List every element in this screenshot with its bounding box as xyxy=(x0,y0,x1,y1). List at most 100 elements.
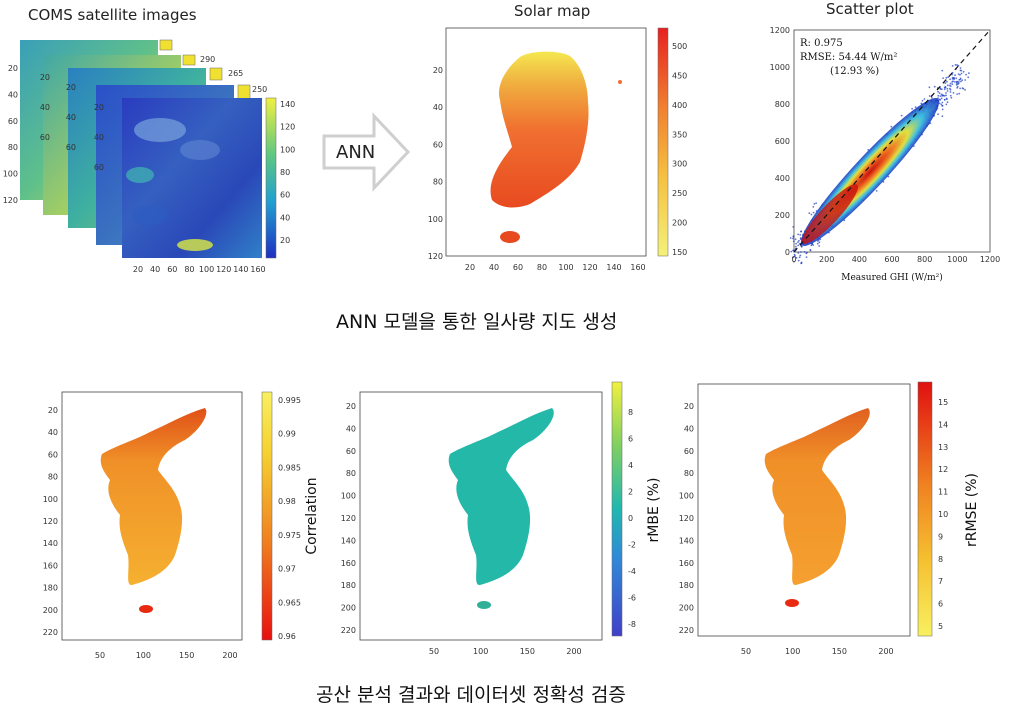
y-tick-label: -2 xyxy=(628,541,636,550)
korea-map-rmbe xyxy=(448,408,554,586)
y-tick-label: 200 xyxy=(43,606,58,615)
y-tick-label: 40 xyxy=(684,424,694,433)
x-tick-label: 200 xyxy=(222,651,237,660)
coms-layer-2-colorbar xyxy=(182,54,196,66)
x-tick-label: 50 xyxy=(95,651,105,660)
identity-line xyxy=(793,29,991,253)
korea-peninsula-solar xyxy=(490,51,589,208)
y-tick-label: 800 xyxy=(775,100,790,109)
layer-colorbar-label: 265 xyxy=(228,69,243,78)
y-tick-label: 40 xyxy=(48,428,58,437)
arrow-shape-icon xyxy=(322,112,411,192)
layer-tick-label: 20 xyxy=(40,73,50,82)
y-tick-label: 160 xyxy=(679,559,694,568)
x-tick-label: 100 xyxy=(136,651,151,660)
bottom-caption: 공산 분석 결과와 데이터셋 정확성 검증 xyxy=(316,684,626,706)
rrmse-colorbar xyxy=(917,381,933,637)
y-tick-label: 15 xyxy=(938,398,948,407)
layer-colorbar-label: 290 xyxy=(200,55,215,64)
rmbe-map: 50 100 150 200 2040608010012014016018020022… xyxy=(341,381,662,656)
y-tick-label: 200 xyxy=(341,604,356,613)
korea-map-corr xyxy=(100,408,207,586)
y-tick-label: 100 xyxy=(341,492,356,501)
scatter-plot: R: 0.975 RMSE: 54.44 W/m² (12.93 %) Meas… xyxy=(770,26,1001,283)
y-tick-label: 0.99 xyxy=(278,430,296,439)
y-tick-label: 1000 xyxy=(770,63,790,72)
y-tick-label: 300 xyxy=(672,160,687,169)
y-tick-label: 0.995 xyxy=(278,396,301,405)
y-tick-label: 100 xyxy=(280,145,295,154)
y-tick-label: 80 xyxy=(280,168,290,177)
x-tick-label: 200 xyxy=(878,647,893,656)
rrmse-map: 50 100 150 200 20 40 60 80 100 120 140 160 180 200 22… xyxy=(679,381,980,656)
y-tick-label: 60 xyxy=(433,140,443,149)
y-tick-label: 400 xyxy=(672,101,687,110)
layer-tick-label: 40 xyxy=(40,103,50,112)
coms-colorbar xyxy=(265,97,277,259)
x-tick-label: 200 xyxy=(819,255,834,264)
y-tick-label: 80 xyxy=(8,143,18,152)
y-tick-label: 0.98 xyxy=(278,497,296,506)
y-tick-label: 180 xyxy=(679,581,694,590)
x-tick-label: 100 xyxy=(473,647,488,656)
x-tick-label: 80 xyxy=(184,265,194,274)
y-tick-label: 5 xyxy=(938,622,943,631)
y-tick-label: 0 xyxy=(628,514,633,523)
y-tick-label: 160 xyxy=(43,561,58,570)
x-tick-label: 100 xyxy=(785,647,800,656)
x-tick-label: 400 xyxy=(852,255,867,264)
y-tick-label: 60 xyxy=(684,447,694,456)
coms-layer-1-colorbar xyxy=(159,39,173,51)
x-tick-label: 100 xyxy=(199,265,214,274)
y-tick-label: 6 xyxy=(628,435,633,444)
x-tick-label: 1000 xyxy=(947,255,967,264)
y-tick-label: 40 xyxy=(280,213,290,222)
y-tick-label: 220 xyxy=(679,626,694,635)
x-tick-label: 140 xyxy=(606,263,621,272)
x-tick-label: 160 xyxy=(250,265,265,274)
y-tick-label: 1200 xyxy=(770,26,790,35)
y-tick-label: 80 xyxy=(433,178,443,187)
x-tick-label: 60 xyxy=(513,263,523,272)
layer-tick-label: 40 xyxy=(66,113,76,122)
coms-layer-4-colorbar xyxy=(237,84,251,100)
x-tick-label: 120 xyxy=(582,263,597,272)
y-tick-label: 200 xyxy=(672,219,687,228)
y-tick-label: 60 xyxy=(8,117,18,126)
y-tick-label: 120 xyxy=(341,514,356,523)
x-tick-label: 150 xyxy=(179,651,194,660)
x-tick-label: 600 xyxy=(884,255,899,264)
y-tick-label: 0.975 xyxy=(278,531,301,540)
y-tick-label: 220 xyxy=(341,626,356,635)
y-tick-label: 120 xyxy=(280,123,295,132)
y-tick-label: 250 xyxy=(672,189,687,198)
scatter-plot-title: Scatter plot xyxy=(826,0,914,18)
scatter-stat-rmse: RMSE: 54.44 W/m² xyxy=(800,52,897,63)
y-tick-label: -6 xyxy=(628,594,636,603)
y-tick-label: 500 xyxy=(672,42,687,51)
y-tick-label: 20 xyxy=(280,236,290,245)
layer-tick-label: 60 xyxy=(40,133,50,142)
y-tick-label: 0 xyxy=(785,248,790,257)
y-tick-label: 0.97 xyxy=(278,565,296,574)
y-tick-label: 8 xyxy=(938,555,943,564)
x-tick-label: 150 xyxy=(520,647,535,656)
y-tick-label: 4 xyxy=(628,461,633,470)
y-tick-label: 0.965 xyxy=(278,598,301,607)
scatter-xlabel: Measured GHI (W/m²) xyxy=(841,272,942,283)
x-tick-label: 40 xyxy=(489,263,499,272)
y-tick-label: -4 xyxy=(628,567,636,576)
y-tick-label: 20 xyxy=(684,402,694,411)
y-tick-label: 100 xyxy=(3,170,18,179)
x-tick-label: 120 xyxy=(216,265,231,274)
y-tick-label: 180 xyxy=(341,581,356,590)
y-tick-label: 100 xyxy=(679,492,694,501)
korea-map-rrmse xyxy=(764,408,870,586)
x-tick-label: 1200 xyxy=(980,255,1000,264)
layer-colorbar-label: 250 xyxy=(252,85,267,94)
y-tick-label: 80 xyxy=(684,469,694,478)
y-tick-label: 60 xyxy=(346,447,356,456)
ann-label: ANN xyxy=(336,142,376,163)
x-tick-label: 800 xyxy=(917,255,932,264)
x-tick-label: 140 xyxy=(233,265,248,274)
